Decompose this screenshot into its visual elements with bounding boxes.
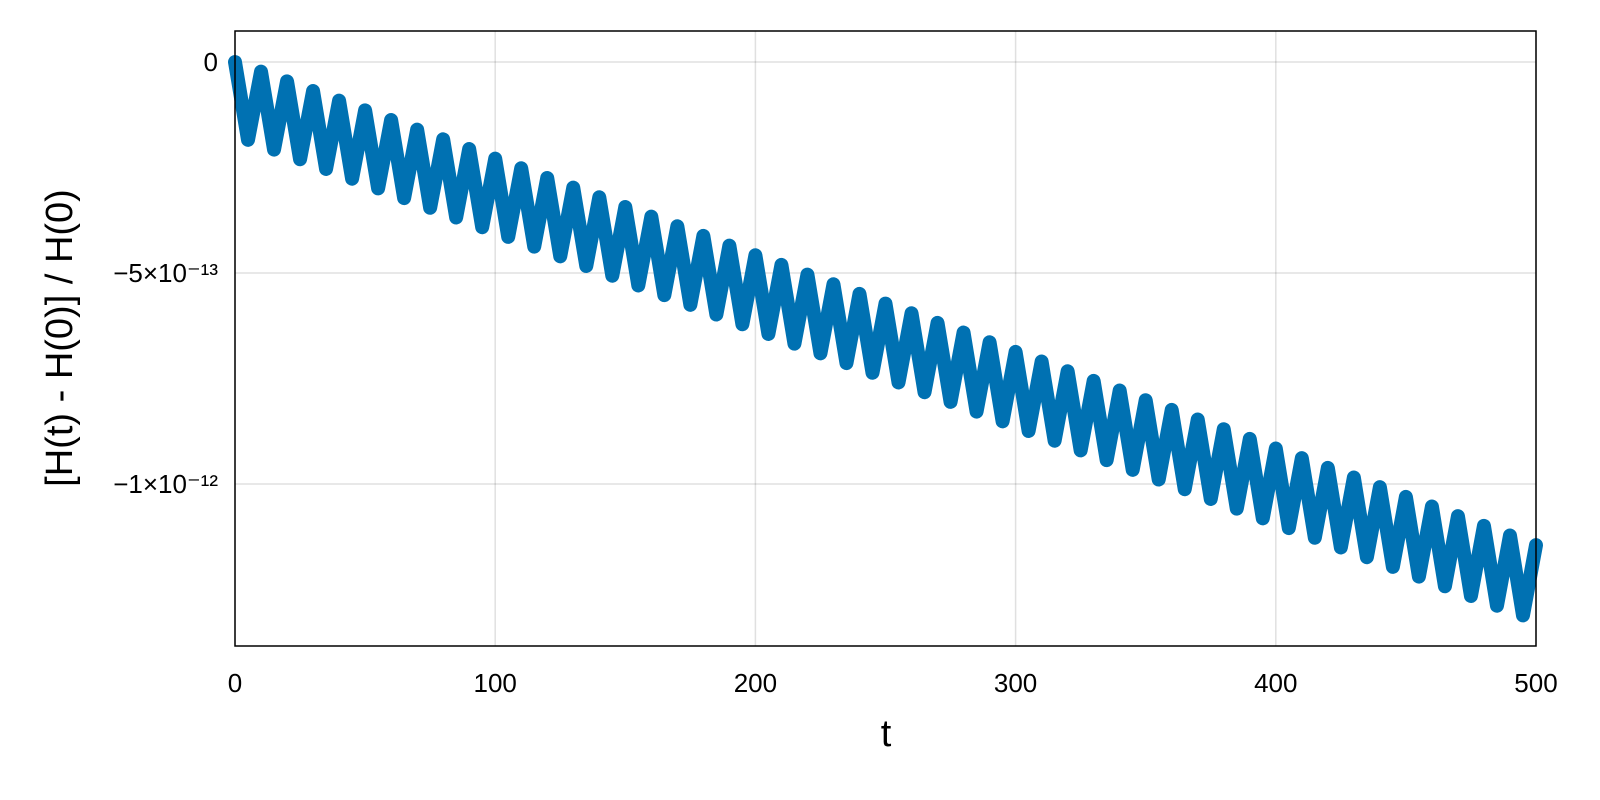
y-tick-label: 0 bbox=[204, 47, 218, 77]
y-tick-label: −1×10⁻¹² bbox=[113, 469, 218, 499]
ticks: 0 100 200 300 400 500 −1×10⁻¹² −5×10⁻¹³ 0 bbox=[113, 47, 1557, 698]
x-tick-label: 100 bbox=[474, 668, 517, 698]
y-tick-label: −5×10⁻¹³ bbox=[113, 258, 218, 288]
plot-frame bbox=[234, 30, 1537, 647]
x-tick-label: 0 bbox=[228, 668, 242, 698]
data-line bbox=[228, 55, 1543, 623]
plot-area bbox=[228, 55, 1543, 623]
x-tick-label: 300 bbox=[994, 668, 1037, 698]
y-axis-title: [H(t) - H(0)] / H(0) bbox=[39, 189, 81, 487]
x-axis-title: t bbox=[881, 713, 892, 755]
x-tick-label: 500 bbox=[1514, 668, 1557, 698]
x-tick-label: 400 bbox=[1254, 668, 1297, 698]
x-tick-label: 200 bbox=[734, 668, 777, 698]
